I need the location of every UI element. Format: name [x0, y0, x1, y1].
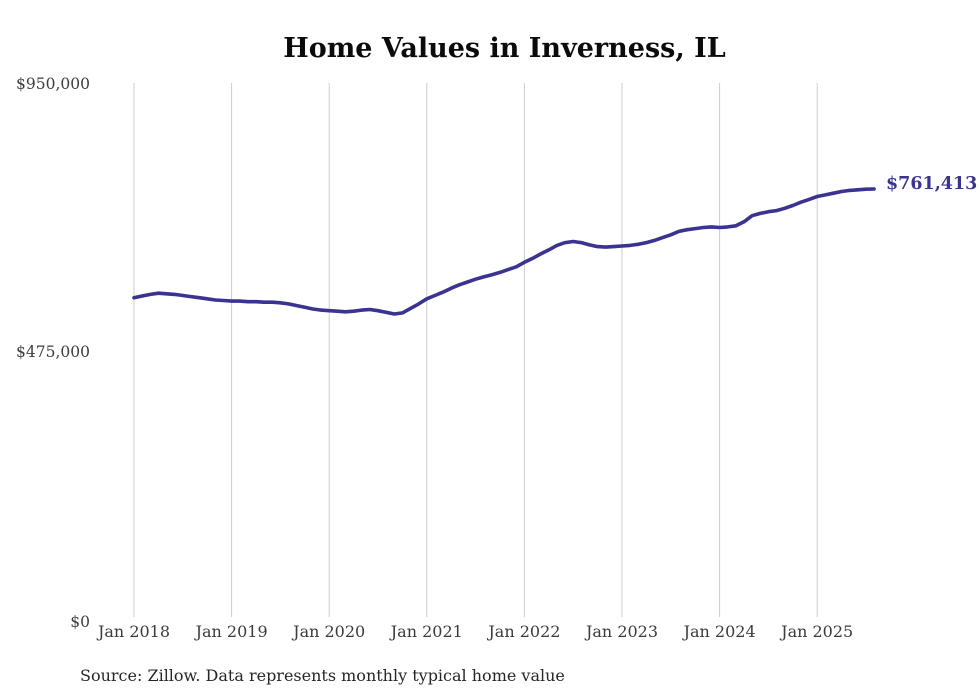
x-axis-tick-label: Jan 2023 — [585, 622, 659, 641]
x-axis-tick-label: Jan 2019 — [195, 622, 268, 641]
y-axis-tick-label-475000: $475,000 — [16, 343, 90, 361]
x-axis-tick-label: Jan 2021 — [390, 622, 463, 641]
y-axis-tick-label-0: $0 — [70, 613, 90, 631]
x-axis-tick-label: Jan 2020 — [293, 622, 366, 641]
chart-title: Home Values in Inverness, IL — [283, 33, 726, 64]
gridlines-group — [133, 83, 818, 617]
y-axis-tick-label-950000: $950,000 — [16, 75, 90, 93]
x-axis-tick-label: Jan 2024 — [683, 622, 756, 641]
x-axis-tick-label: Jan 2018 — [97, 622, 171, 641]
home-value-line-series — [132, 187, 876, 316]
x-axis-tick-label: Jan 2025 — [781, 622, 854, 641]
source-note: Source: Zillow. Data represents monthly … — [80, 666, 565, 685]
x-axis-tick-label: Jan 2022 — [488, 622, 561, 641]
latest-value-label: $761,413 — [886, 174, 978, 194]
